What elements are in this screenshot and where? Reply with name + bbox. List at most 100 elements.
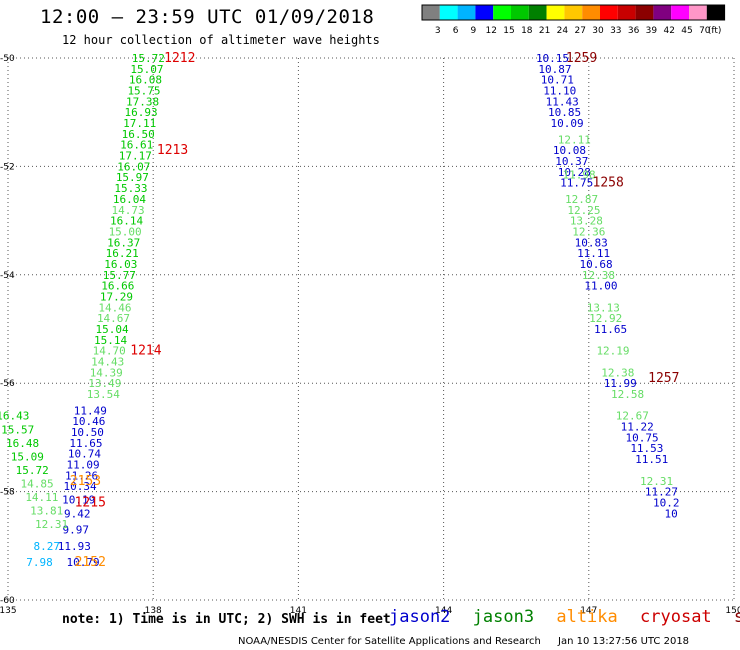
y-tick-label: -50	[0, 54, 15, 64]
wave-height-value: 10.79	[66, 556, 99, 569]
wave-height-value: 15.14	[94, 334, 127, 347]
y-tick-label: -58	[0, 488, 15, 498]
wave-height-value: 11.10	[543, 85, 576, 98]
color-swatch	[617, 5, 636, 20]
wave-height-value: 14.39	[90, 366, 123, 379]
wave-height-value: 15.72	[16, 464, 49, 477]
color-swatch	[546, 5, 565, 20]
credit-text: NOAA/NESDIS Center for Satellite Applica…	[238, 636, 541, 647]
wave-height-value: 10.15	[536, 52, 569, 65]
color-swatch	[671, 5, 689, 20]
wave-height-value: 16.21	[106, 247, 139, 260]
pass-time-label: 2152	[75, 555, 106, 570]
wave-height-value: 11.65	[594, 323, 627, 336]
wave-height-value: 12.38	[601, 366, 634, 379]
wave-height-value: 14.85	[20, 477, 53, 490]
wave-height-value: 12.58	[611, 388, 644, 401]
generated-timestamp: Jan 10 13:27:56 UTC 2018	[558, 636, 690, 647]
wave-height-value: 16.08	[129, 74, 162, 87]
wave-height-value: 10.28	[558, 166, 591, 179]
wave-height-value: 12.87	[565, 193, 598, 206]
color-swatch	[689, 5, 707, 20]
wave-height-value: 16.43	[0, 410, 29, 423]
pass-time-label: 1215	[75, 495, 106, 510]
chart-title: 12:00 – 23:59 UTC 01/09/2018	[40, 6, 375, 28]
color-swatch	[653, 5, 672, 20]
wave-height-value: 15.33	[114, 182, 147, 195]
wave-height-value: 13.28	[570, 215, 603, 228]
wave-height-value: 12.67	[616, 410, 649, 423]
wave-height-value: 12.25	[567, 204, 600, 217]
color-scale-bar: 3 6 9 12 15 18 21 24 27 30 33 36 39 42 45 70(ft)	[421, 4, 726, 36]
wave-height-value: 14.11	[25, 491, 58, 504]
wave-height-value: 12.19	[596, 345, 629, 358]
wave-height-value: 15.97	[116, 171, 149, 184]
wave-height-value: 11.26	[65, 469, 98, 482]
wave-height-value: 10.85	[548, 106, 581, 119]
wave-height-value: 14.70	[93, 345, 126, 358]
wave-height-value: 17.11	[123, 117, 156, 130]
wave-height-value: 13.13	[587, 301, 620, 314]
x-tick-label: 144	[435, 606, 452, 616]
color-swatch	[457, 5, 476, 20]
color-bar-label: 30	[592, 26, 604, 36]
wave-height-value: 14.46	[98, 301, 131, 314]
wave-height-value: 10.34	[64, 480, 97, 493]
color-swatch	[439, 5, 458, 20]
legend-item-jason2: jason2	[389, 607, 451, 627]
wave-height-value: 10.46	[72, 415, 105, 428]
color-swatch	[635, 5, 654, 20]
wave-height-value: 9.42	[64, 507, 91, 520]
wave-height-value: 10.74	[68, 448, 101, 461]
color-swatch	[511, 5, 529, 20]
wave-height-value: 15.72	[132, 52, 165, 65]
wave-height-value: 10.71	[541, 74, 574, 87]
wave-height-value: 15.07	[130, 63, 163, 76]
color-swatch	[564, 5, 583, 20]
color-swatch	[422, 5, 440, 20]
color-bar-label: 45	[681, 26, 692, 36]
wave-height-value: 15.00	[109, 225, 142, 238]
pass-time-label: 2153	[70, 474, 101, 489]
pass-time-label: 1214	[130, 344, 161, 359]
wave-height-value: 11.51	[635, 453, 668, 466]
wave-height-value: 13.54	[87, 388, 120, 401]
satellite-legend: jason2 jason3 altika cryosat s3a	[389, 607, 740, 627]
wave-height-value: 11.99	[604, 377, 637, 390]
color-swatch	[528, 5, 547, 20]
wave-height-value: 17.29	[100, 290, 133, 303]
wave-height-value: 14.67	[97, 312, 130, 325]
color-bar-label: 12	[485, 26, 496, 36]
color-swatch	[706, 5, 725, 20]
wave-height-value: 10.87	[538, 63, 571, 76]
y-tick-label: -54	[0, 271, 15, 281]
wave-height-value: 11.65	[69, 437, 102, 450]
footer-note: note: 1) Time is in UTC; 2) SWH is in fe…	[62, 612, 391, 627]
wave-height-value: 11.09	[66, 459, 99, 472]
wave-height-value: 17.17	[119, 150, 152, 163]
wave-height-value: 11.43	[546, 95, 579, 108]
x-tick-label: 135	[0, 606, 17, 616]
wave-height-value: 14.73	[111, 204, 144, 217]
wave-height-value: 11.93	[58, 540, 91, 553]
wave-height-value: 8.27	[33, 540, 60, 553]
wave-height-value: 9.97	[63, 524, 90, 537]
color-bar-label: 33	[610, 26, 621, 36]
wave-height-value: 16.03	[104, 258, 137, 271]
wave-height-value: 15.57	[1, 423, 34, 436]
wave-height-value: 13.49	[88, 377, 121, 390]
wave-height-value: 12.31	[35, 518, 68, 531]
x-tick-label: 138	[145, 606, 162, 616]
y-tick-label: -52	[0, 162, 15, 172]
color-bar-label: 9	[471, 26, 477, 36]
color-bar-label: 42	[663, 26, 674, 36]
color-bar-label: 36	[628, 26, 640, 36]
wave-height-value: 16.50	[122, 128, 155, 141]
wave-height-value: 12.31	[640, 475, 673, 488]
color-swatch	[493, 5, 511, 20]
legend-item-s3a: s3a	[733, 607, 740, 627]
x-tick-label: 147	[580, 606, 597, 616]
x-tick-label: 141	[290, 606, 307, 616]
